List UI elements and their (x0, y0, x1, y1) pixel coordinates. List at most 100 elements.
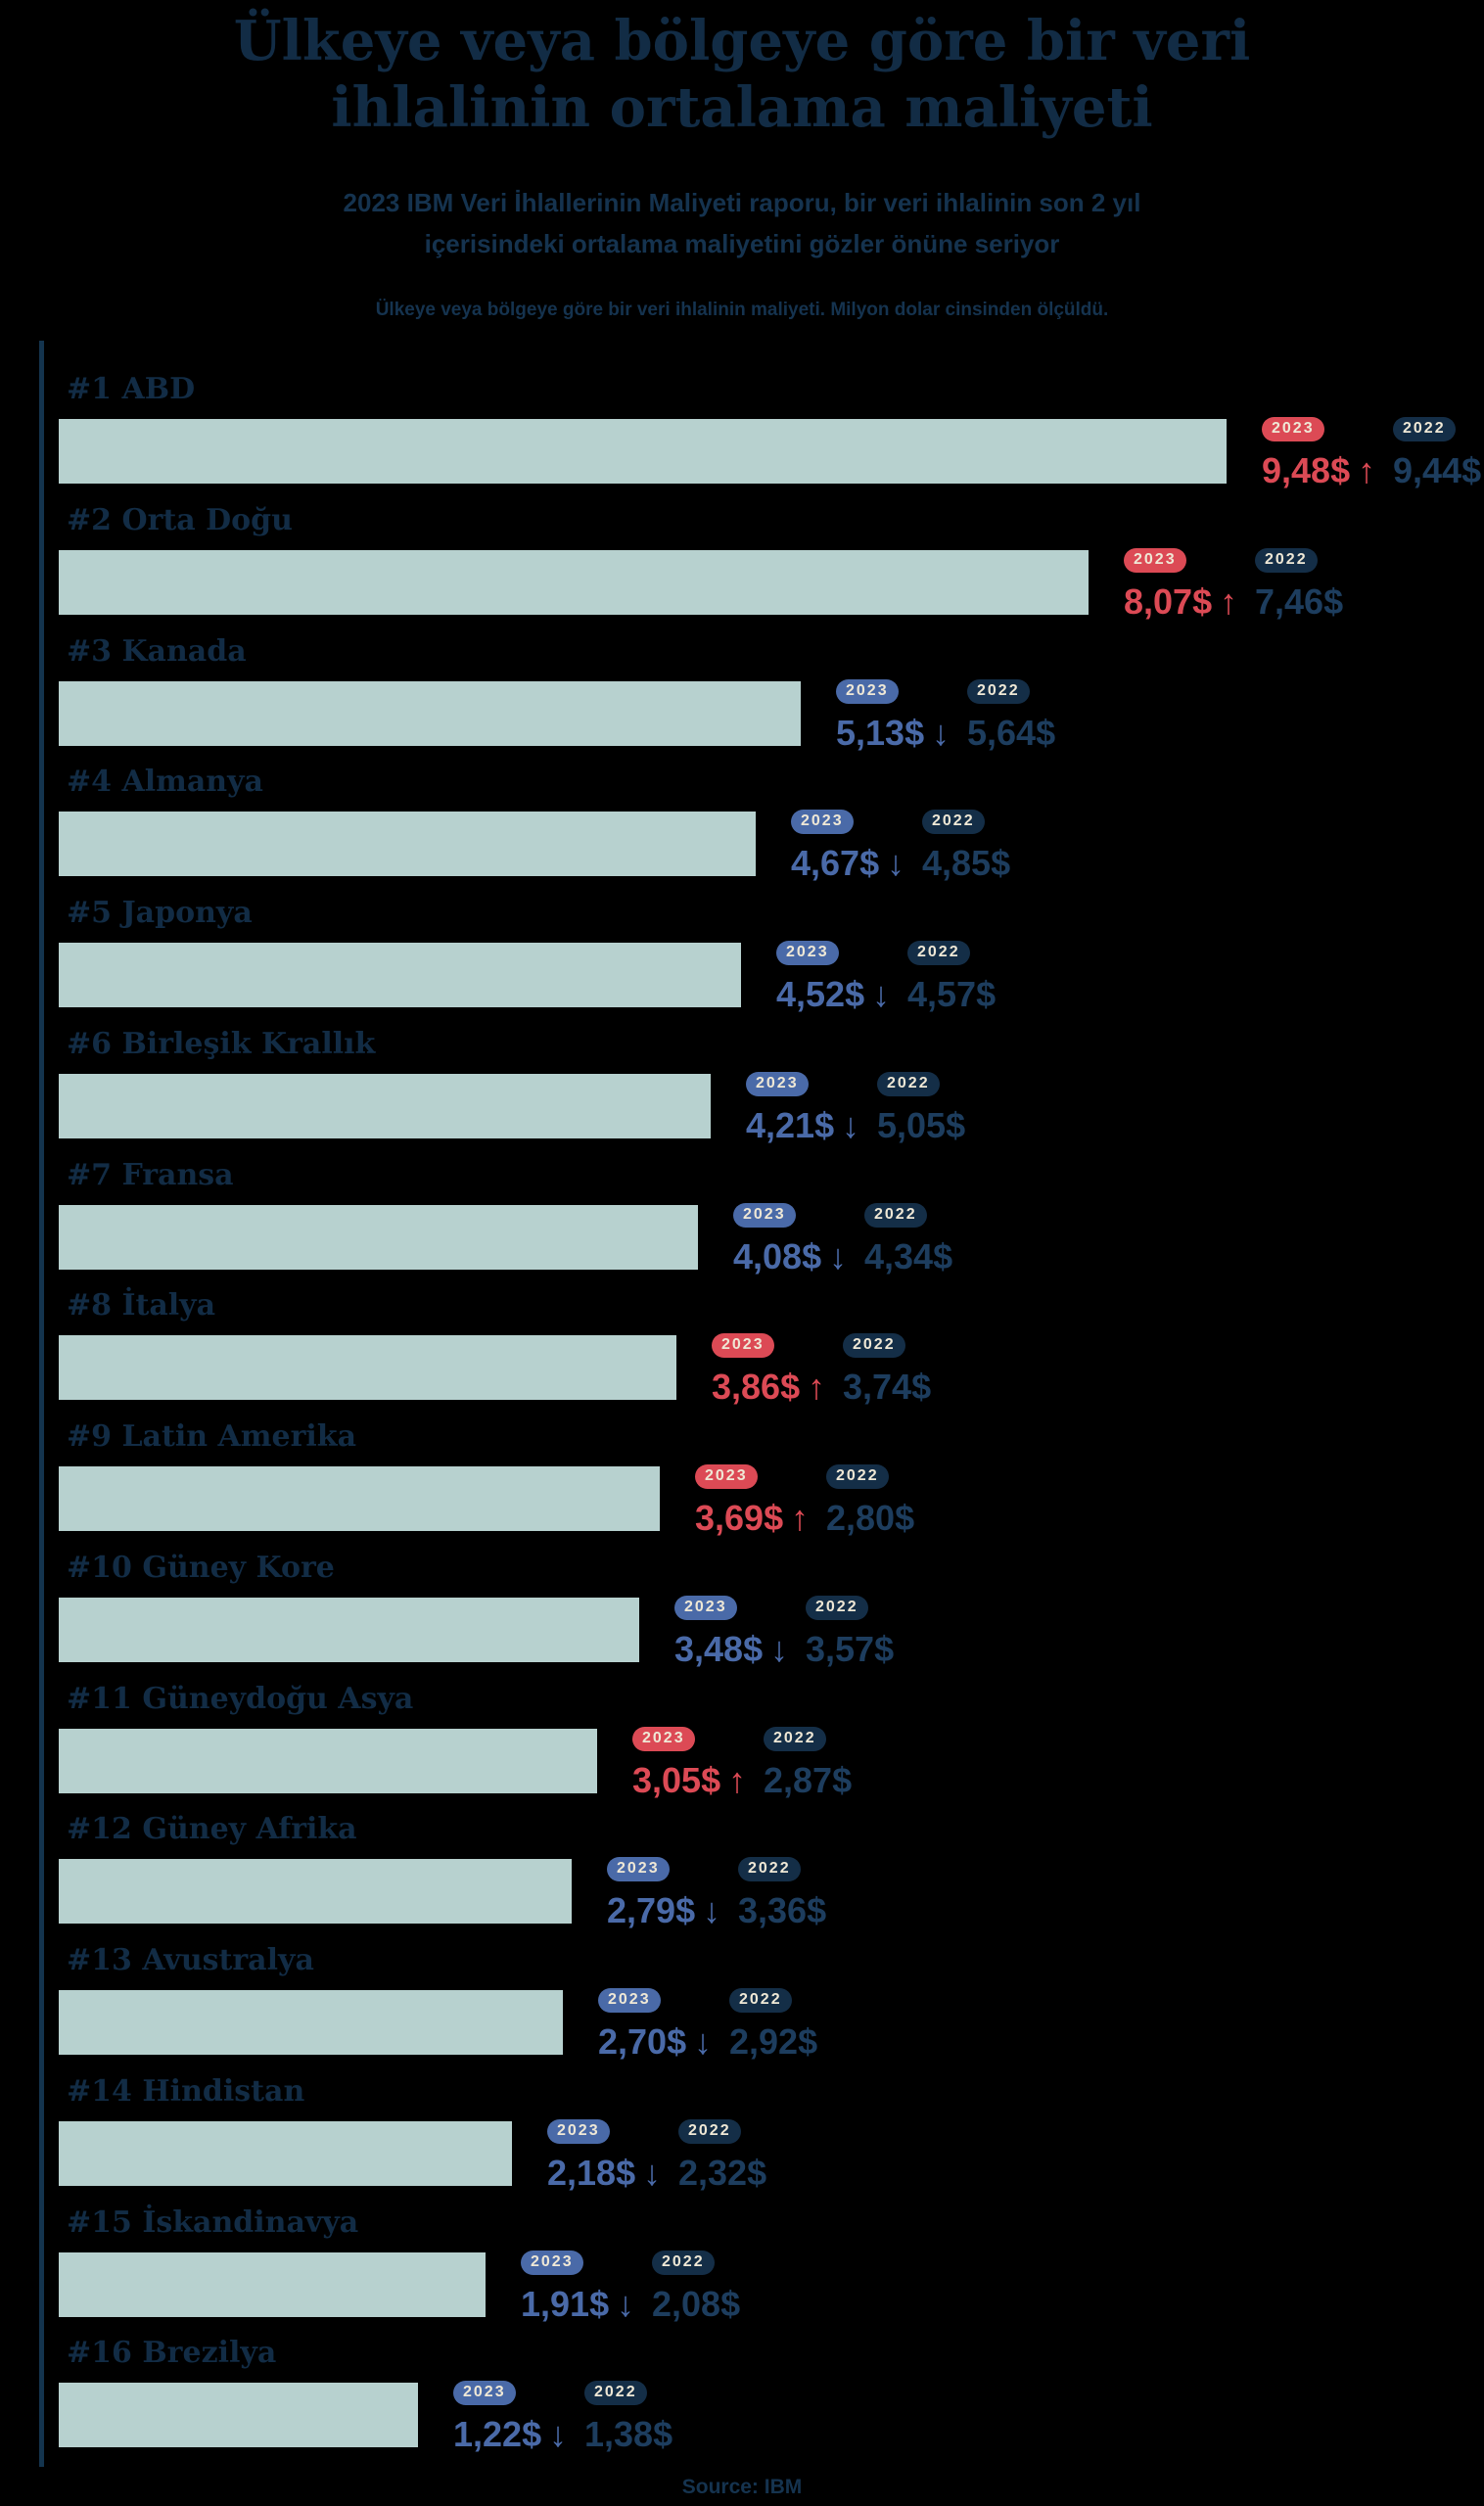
rank-label: #13 Avustralya (67, 1943, 314, 1977)
year-group-2022: 2022 5,05$ (877, 1071, 966, 1146)
rank-label: #14 Hindistan (67, 2073, 305, 2109)
rank-label: #5 Japonya (67, 896, 253, 930)
value-2022: 3,57$ (806, 1628, 895, 1669)
bar-row: #11 Güneydoğu Asya 2023 3,05$ ↑ 2022 2,87$ (0, 1682, 1484, 1813)
trend-down-icon: ↓ (770, 1628, 789, 1669)
year-pill-2023: 2023 (836, 678, 899, 704)
year-group-2023: 2023 3,48$ ↓ (674, 1595, 789, 1670)
value-2023: 3,86$ ↑ (712, 1367, 826, 1408)
year-group-2023: 2023 2,70$ ↓ (598, 1988, 712, 2063)
value-2023: 2,18$ ↓ (547, 2152, 662, 2193)
trend-down-icon: ↓ (872, 974, 891, 1014)
value-2023: 1,22$ ↓ (453, 2414, 568, 2455)
value-2022: 4,85$ (922, 843, 1011, 884)
value-2022: 3,74$ (843, 1367, 932, 1408)
chart-caption: Ülkeye veya bölgeye göre bir veri ihlali… (375, 300, 1109, 320)
bar-2023 (59, 1466, 660, 1531)
trend-down-icon: ↓ (842, 1104, 860, 1145)
year-pill-2023: 2023 (733, 1202, 796, 1228)
bar-row: #16 Brezilya 2023 1,22$ ↓ 2022 1,38$ (0, 2336, 1484, 2467)
value-2022: 5,64$ (967, 712, 1056, 753)
year-group-2023: 2023 5,13$ ↓ (836, 678, 950, 754)
value-2022: 1,38$ (584, 2414, 673, 2455)
year-group-2022: 2022 7,46$ (1255, 547, 1343, 623)
bar-2023 (59, 549, 1089, 615)
year-group-2022: 2022 4,57$ (907, 941, 996, 1015)
bar-2023 (59, 2120, 512, 2186)
value-2022: 5,05$ (877, 1104, 966, 1145)
rank-label: #3 Kanada (67, 633, 247, 669)
rank-label: #7 Fransa (67, 1157, 234, 1192)
axis-line (39, 341, 44, 2467)
year-pill-2023: 2023 (521, 2250, 583, 2275)
bar-row: #14 Hindistan 2023 2,18$ ↓ 2022 2,32$ (0, 2074, 1484, 2205)
year-pill-2022: 2022 (678, 2118, 741, 2144)
year-group-2022: 2022 3,36$ (738, 1857, 826, 1931)
rank-label: #16 Brezilya (67, 2336, 277, 2371)
bar-2023 (59, 2251, 486, 2317)
value-2023: 1,91$ ↓ (521, 2283, 635, 2324)
page-title-line1: Ülkeye veya bölgeye göre bir veri (233, 9, 1251, 73)
value-2022: 2,08$ (652, 2283, 741, 2324)
bar-row: #8 İtalya 2023 3,86$ ↑ 2022 3,74$ (0, 1288, 1484, 1419)
year-group-2023: 2023 3,86$ ↑ (712, 1333, 825, 1408)
bar-2023 (59, 1990, 563, 2055)
value-2023: 4,08$ ↓ (733, 1235, 848, 1276)
bar-2023 (59, 1859, 572, 1925)
year-group-2023: 2023 1,22$ ↓ (453, 2381, 567, 2455)
value-2023: 3,48$ ↓ (674, 1628, 789, 1669)
year-pill-2022: 2022 (806, 1595, 868, 1620)
subtitle: 2023 IBM Veri İhlallerinin Maliyeti rapo… (343, 188, 1141, 258)
value-2023: 3,05$ ↑ (632, 1759, 747, 1800)
year-group-2023: 2023 1,91$ ↓ (521, 2250, 635, 2325)
year-pill-2022: 2022 (738, 1857, 801, 1882)
rank-label: #10 Güney Kore (67, 1550, 335, 1585)
year-group-2023: 2023 3,69$ ↑ (695, 1464, 809, 1539)
value-2023: 4,21$ ↓ (746, 1104, 860, 1145)
trend-up-icon: ↑ (728, 1759, 747, 1800)
year-pill-2023: 2023 (695, 1464, 758, 1489)
year-group-2022: 2022 1,38$ (584, 2381, 672, 2455)
year-pill-2023: 2023 (547, 2118, 610, 2144)
rank-label: #12 Güney Afrika (67, 1812, 357, 1847)
bar-row: #13 Avustralya 2023 2,70$ ↓ 2022 2,92$ (0, 1943, 1484, 2074)
value-2022: 2,32$ (678, 2152, 767, 2193)
bar-row: #10 Güney Kore 2023 3,48$ ↓ 2022 3,57$ (0, 1551, 1484, 1682)
bar-2023 (59, 1073, 711, 1138)
trend-down-icon: ↓ (887, 843, 905, 884)
trend-down-icon: ↓ (643, 2152, 662, 2193)
rank-label: #2 Orta Doğu (67, 502, 293, 537)
trend-up-icon: ↑ (1220, 580, 1238, 622)
year-group-2023: 2023 9,48$ ↑ (1262, 417, 1375, 491)
value-2023: 3,69$ ↑ (695, 1498, 810, 1538)
year-pill-2023: 2023 (746, 1071, 809, 1096)
bar-chart: #1 ABD 2023 9,48$ ↑ 2022 9,44$ #2 Orta Doğu 202… (0, 372, 1484, 2467)
value-2023: 2,70$ ↓ (598, 2021, 713, 2062)
source-note: Source: IBM (681, 2476, 803, 2498)
page-title-line2: ihlalinin ortalama maliyeti (331, 75, 1153, 140)
year-pill-2022: 2022 (922, 810, 985, 835)
bar-row: #15 İskandinavya 2023 1,91$ ↓ 2022 2,08$ (0, 2205, 1484, 2337)
year-group-2023: 2023 3,05$ ↑ (632, 1726, 747, 1801)
year-pill-2022: 2022 (843, 1333, 905, 1359)
year-pill-2023: 2023 (1262, 417, 1324, 441)
year-group-2022: 2022 4,85$ (922, 810, 1010, 884)
year-pill-2023: 2023 (712, 1333, 774, 1359)
value-2022: 2,92$ (729, 2021, 818, 2062)
rank-label: #11 Güneydoğu Asya (67, 1681, 414, 1716)
trend-down-icon: ↓ (829, 1235, 848, 1276)
bar-2023 (59, 1335, 676, 1401)
bar-row: #5 Japonya 2023 4,52$ ↓ 2022 4,57$ (0, 896, 1484, 1027)
year-pill-2022: 2022 (584, 2381, 647, 2406)
bar-2023 (59, 1204, 698, 1270)
year-group-2022: 2022 5,64$ (967, 678, 1056, 754)
year-group-2023: 2023 4,52$ ↓ (776, 941, 890, 1015)
year-pill-2022: 2022 (764, 1726, 826, 1751)
bar-2023 (59, 2383, 418, 2448)
year-pill-2022: 2022 (652, 2250, 715, 2275)
year-group-2022: 2022 2,08$ (652, 2250, 741, 2325)
value-2022: 9,44$ (1393, 450, 1482, 490)
year-group-2022: 2022 9,44$ (1393, 417, 1481, 491)
year-group-2022: 2022 2,92$ (729, 1988, 817, 2063)
